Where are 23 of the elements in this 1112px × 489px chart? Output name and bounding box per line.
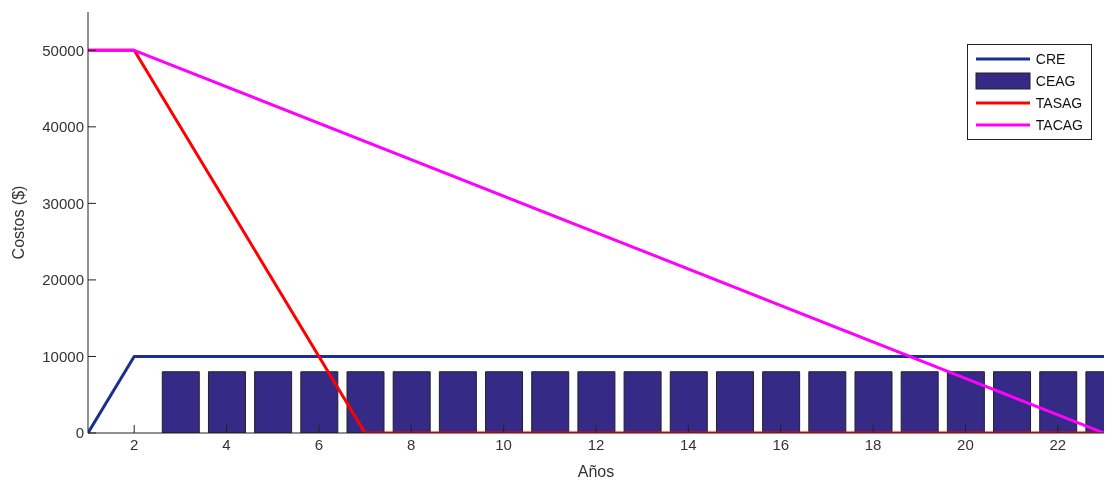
y-tick-label: 50000 (42, 41, 84, 59)
y-tick-label: 30000 (42, 194, 84, 212)
y-axis-title: Costos ($) (9, 185, 27, 260)
x-tick-label: 22 (1049, 435, 1067, 453)
x-tick-label: 10 (495, 435, 512, 453)
x-axis-title: Años (577, 463, 615, 480)
legend-label: CEAG (1035, 72, 1076, 91)
x-tick-label: 16 (772, 435, 790, 453)
y-tick-label: 20000 (42, 271, 84, 289)
x-tick-label: 12 (587, 435, 605, 453)
x-tick-label: 20 (957, 435, 974, 453)
x-tick-label: 14 (680, 435, 697, 453)
y-tick-label: 40000 (42, 118, 84, 136)
y-tick-label: 0 (75, 424, 84, 442)
legend-label: CRE (1035, 50, 1066, 69)
x-tick-label: 4 (222, 435, 231, 453)
legend-label: TACAG (1035, 116, 1083, 135)
y-tick-label: 10000 (42, 347, 84, 365)
x-tick-label: 6 (314, 435, 324, 453)
x-tick-label: 18 (864, 435, 882, 453)
x-tick-label: 8 (407, 435, 416, 453)
legend-label: TASAG (1035, 94, 1083, 113)
x-tick-label: 2 (130, 435, 139, 453)
